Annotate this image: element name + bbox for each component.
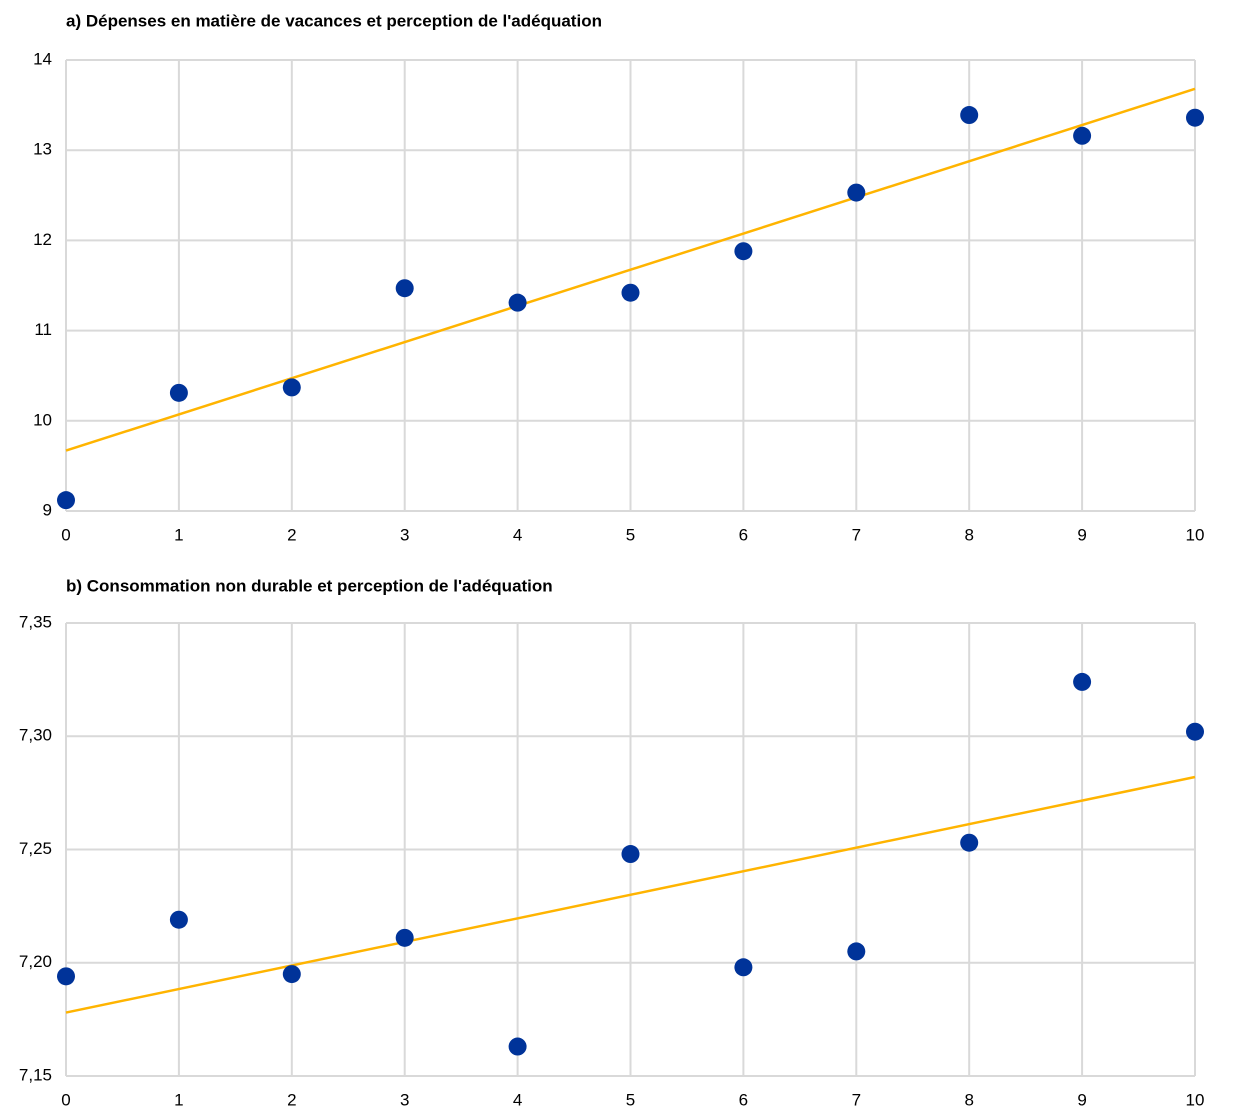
x-tick-label: 2 (287, 1090, 296, 1109)
y-tick-label: 7,35 (19, 612, 52, 631)
data-point (169, 383, 188, 402)
x-tick-label: 4 (513, 525, 522, 544)
y-tick-label: 13 (33, 140, 52, 159)
data-point (1073, 126, 1092, 145)
data-point (1186, 722, 1204, 741)
data-point (960, 833, 979, 852)
x-tick-label: 8 (964, 1090, 973, 1109)
y-tick-label: 7,15 (19, 1065, 52, 1084)
data-point (282, 965, 301, 984)
x-tick-label: 1 (174, 525, 183, 544)
x-tick-label: 2 (287, 525, 296, 544)
y-tick-label: 7,30 (19, 726, 52, 745)
data-point (734, 242, 753, 261)
data-point (960, 106, 979, 125)
x-tick-label: 8 (964, 525, 973, 544)
data-point (508, 1037, 527, 1056)
chart-title: b) Consommation non durable et perceptio… (66, 576, 553, 595)
data-point (847, 942, 866, 961)
data-point (282, 378, 301, 397)
data-point (508, 293, 527, 312)
data-point (57, 967, 75, 986)
data-point (621, 283, 640, 302)
data-point (395, 279, 414, 298)
x-tick-label: 1 (174, 1090, 183, 1109)
y-tick-label: 11 (34, 320, 52, 339)
x-tick-label: 7 (852, 525, 861, 544)
x-tick-label: 3 (400, 1090, 409, 1109)
x-tick-label: 9 (1077, 1090, 1086, 1109)
data-point (734, 958, 753, 977)
x-tick-label: 3 (400, 525, 409, 544)
x-tick-label: 10 (1186, 1090, 1205, 1109)
x-tick-label: 5 (626, 525, 635, 544)
y-tick-label: 7,20 (19, 952, 52, 971)
x-tick-label: 6 (739, 525, 748, 544)
y-tick-label: 12 (33, 230, 52, 249)
x-tick-label: 4 (513, 1090, 522, 1109)
data-point (847, 183, 866, 202)
trend-line (65, 775, 1196, 1014)
data-point (395, 928, 414, 947)
y-tick-label: 10 (33, 410, 52, 429)
y-tick-label: 14 (33, 49, 52, 68)
data-point (57, 491, 75, 510)
x-tick-label: 5 (626, 1090, 635, 1109)
data-point (1073, 672, 1092, 691)
trend-line (65, 87, 1196, 452)
data-point (1186, 108, 1204, 127)
x-tick-label: 10 (1186, 525, 1205, 544)
x-tick-label: 7 (852, 1090, 861, 1109)
chart-title: a) Dépenses en matière de vacances et pe… (66, 11, 602, 30)
y-tick-label: 7,25 (19, 839, 52, 858)
data-point (169, 910, 188, 929)
x-tick-label: 9 (1077, 525, 1086, 544)
data-point (621, 845, 640, 864)
y-tick-label: 9 (43, 500, 52, 519)
x-tick-label: 6 (739, 1090, 748, 1109)
x-tick-label: 0 (61, 525, 70, 544)
x-tick-label: 0 (61, 1090, 70, 1109)
